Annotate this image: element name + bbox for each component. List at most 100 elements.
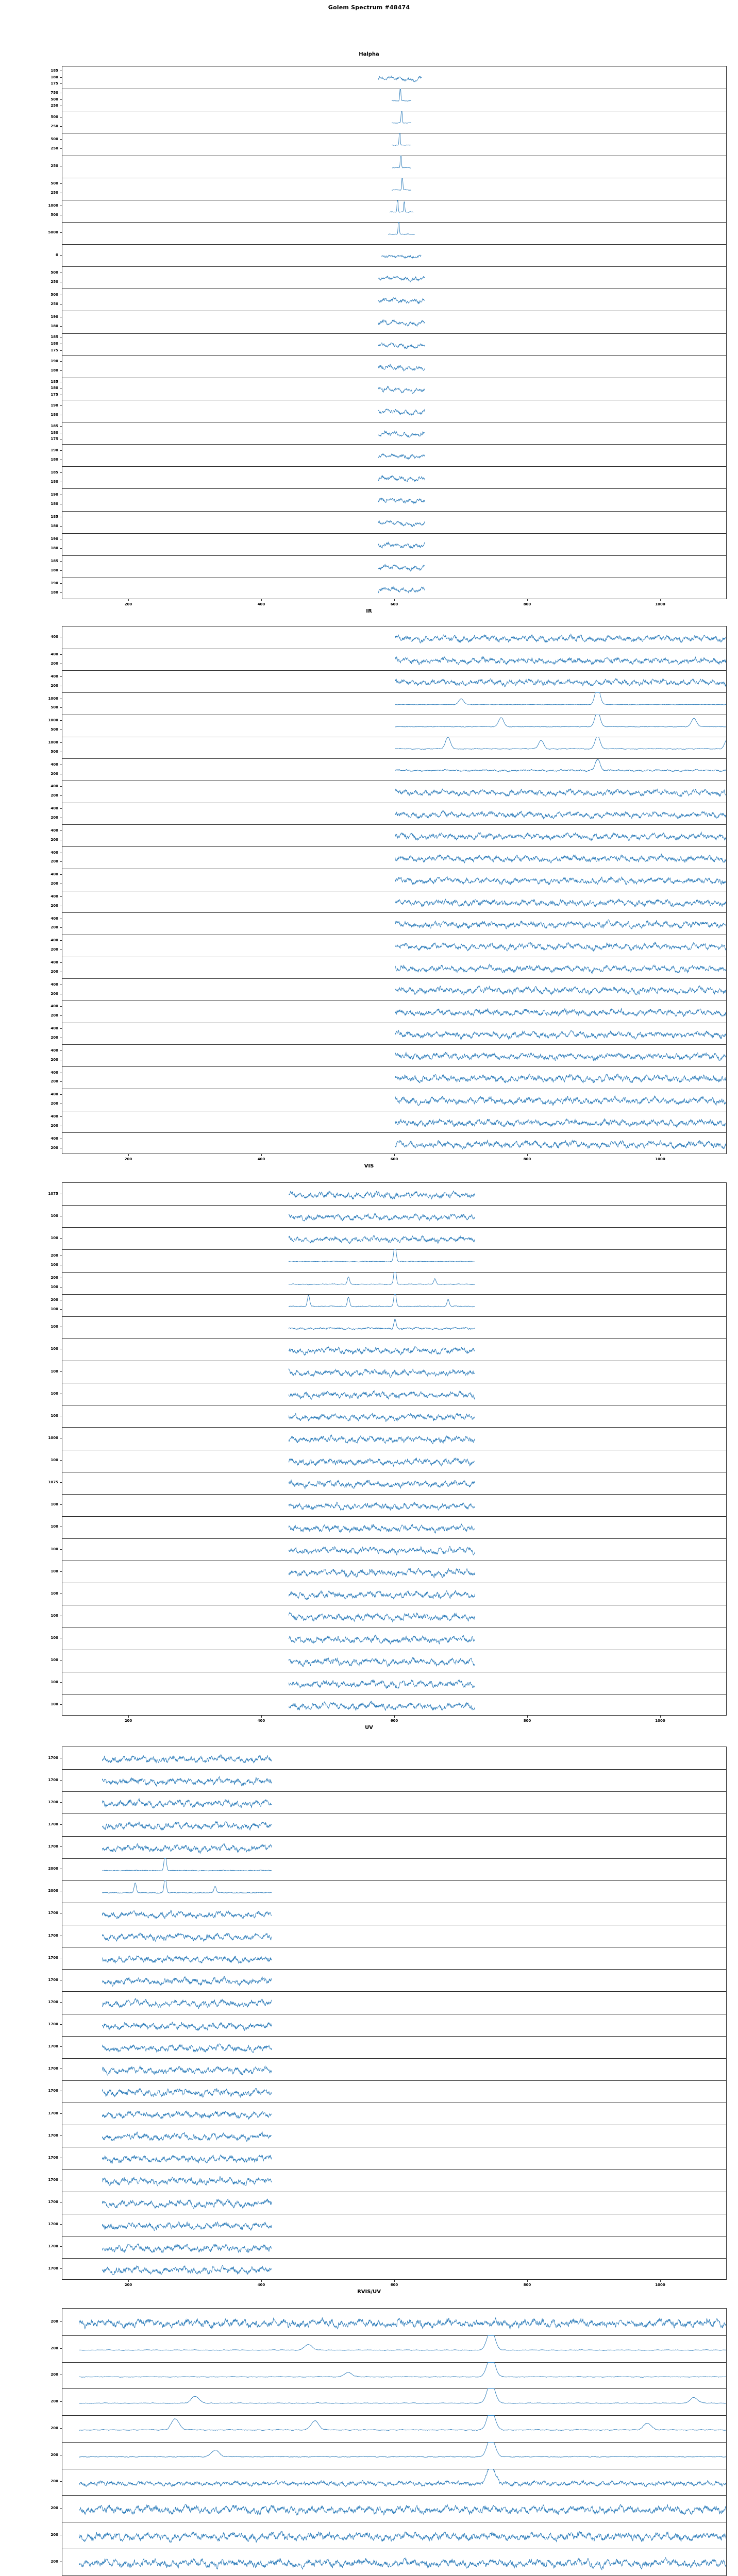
x-tick-label: 800 [523, 1157, 531, 1161]
y-tick-label: 400 [51, 982, 58, 987]
y-tick-mark [60, 1081, 62, 1082]
y-tick-label: 1000 [48, 204, 58, 208]
x-tick-label: 600 [390, 1719, 398, 1723]
x-tick-mark [261, 2280, 262, 2282]
spectrum-trace [102, 2154, 272, 2165]
y-tick-label: 1700 [48, 1822, 58, 1826]
y-tick-label: 1000 [48, 696, 58, 701]
y-tick-label: 250 [51, 301, 58, 306]
y-tick-label: 100 [51, 1369, 58, 1374]
spectrum-trace [378, 385, 425, 394]
row-divider [62, 670, 726, 671]
row-divider [62, 2258, 726, 2259]
y-tick-label: 1075 [48, 1191, 58, 1196]
y-tick-mark [60, 2428, 62, 2429]
y-tick-label: 200 [51, 2372, 58, 2377]
spectrum-trace [378, 319, 425, 327]
panel-nir-uv-plot-area[interactable] [62, 1747, 727, 2280]
y-tick-label: 100 [51, 1524, 58, 1529]
x-tick-mark [261, 1154, 262, 1156]
spectrum-trace [395, 678, 726, 688]
y-tick-label: 400 [51, 1070, 58, 1075]
y-tick-mark [60, 583, 62, 584]
y-tick-label: 200 [51, 2452, 58, 2457]
spectrum-trace [378, 408, 425, 416]
panel-halpha-plot-area[interactable] [62, 66, 727, 599]
spectrum-trace [79, 2388, 726, 2404]
spectrum-trace [288, 1479, 475, 1489]
row-divider [62, 222, 726, 223]
spectrum-trace [288, 1546, 475, 1556]
y-tick-label: 1700 [48, 2222, 58, 2227]
y-tick-label: 100 [51, 1413, 58, 1418]
y-tick-label: 250 [51, 279, 58, 284]
spectrum-trace [378, 430, 425, 438]
y-tick-mark [60, 2348, 62, 2349]
y-tick-label: 400 [51, 872, 58, 877]
row-divider [62, 244, 726, 245]
row-divider [62, 758, 726, 759]
y-tick-label: 400 [51, 1004, 58, 1009]
y-tick-label: 180 [51, 501, 58, 506]
x-tick-mark [128, 1154, 129, 1156]
spectrum-trace [288, 1249, 475, 1263]
y-tick-label: 5000 [48, 230, 58, 235]
spectrum-trace [395, 809, 726, 820]
y-tick-label: 200 [51, 1036, 58, 1040]
y-tick-label: 180 [51, 524, 58, 529]
x-tick-label: 1000 [655, 1157, 665, 1161]
x-tick-label: 400 [257, 2283, 265, 2287]
y-tick-mark [60, 707, 62, 708]
y-tick-mark [60, 472, 62, 473]
row-divider [62, 1880, 726, 1881]
y-tick-label: 1700 [48, 2089, 58, 2093]
y-tick-label: 200 [51, 2532, 58, 2537]
row-divider [62, 444, 726, 445]
y-tick-label: 185 [51, 335, 58, 340]
y-tick-label: 100 [51, 1680, 58, 1685]
panel-vis-plot-area[interactable] [62, 626, 727, 1154]
y-tick-label: 200 [51, 815, 58, 820]
x-tick-mark [660, 1716, 661, 1718]
y-tick-mark [60, 2224, 62, 2225]
spectrum-trace [102, 2131, 272, 2142]
panel-uv-plot-area[interactable] [62, 1182, 727, 1716]
row-divider [62, 1516, 726, 1517]
panel-bottom-plot-area[interactable] [62, 2308, 727, 2576]
y-tick-label: 200 [51, 771, 58, 776]
row-divider [62, 2575, 726, 2576]
y-tick-mark [60, 1006, 62, 1007]
spectrum-trace [395, 1029, 726, 1040]
y-tick-label: 200 [51, 837, 58, 842]
y-tick-label: 500 [51, 97, 58, 101]
y-tick-mark [60, 1094, 62, 1095]
y-tick-label: 180 [51, 546, 58, 551]
y-tick-mark [60, 940, 62, 941]
spectrum-trace [395, 759, 726, 772]
y-tick-mark [60, 2268, 62, 2269]
y-tick-label: 200 [51, 1276, 58, 1280]
y-tick-label: 100 [51, 1569, 58, 1573]
y-tick-label: 1700 [48, 2155, 58, 2160]
y-tick-label: 185 [51, 68, 58, 73]
y-tick-label: 180 [51, 590, 58, 595]
y-tick-label: 200 [51, 1079, 58, 1084]
x-tick-label: 1000 [655, 602, 665, 606]
x-tick-mark [527, 2280, 528, 2282]
y-tick-mark [60, 326, 62, 327]
y-tick-mark [60, 255, 62, 256]
x-tick-mark [128, 2280, 129, 2282]
y-tick-label: 500 [51, 114, 58, 119]
spectrum-trace [102, 2110, 272, 2120]
x-tick-mark [128, 599, 129, 601]
y-tick-label: 250 [51, 164, 58, 168]
y-tick-label: 500 [51, 137, 58, 141]
x-tick-label: 400 [257, 1157, 265, 1161]
y-tick-label: 1000 [48, 718, 58, 723]
spectrum-trace [378, 276, 425, 283]
y-tick-mark [60, 99, 62, 100]
y-tick-label: 400 [51, 850, 58, 855]
y-tick-mark [60, 1482, 62, 1483]
y-tick-label: 185 [51, 470, 58, 474]
